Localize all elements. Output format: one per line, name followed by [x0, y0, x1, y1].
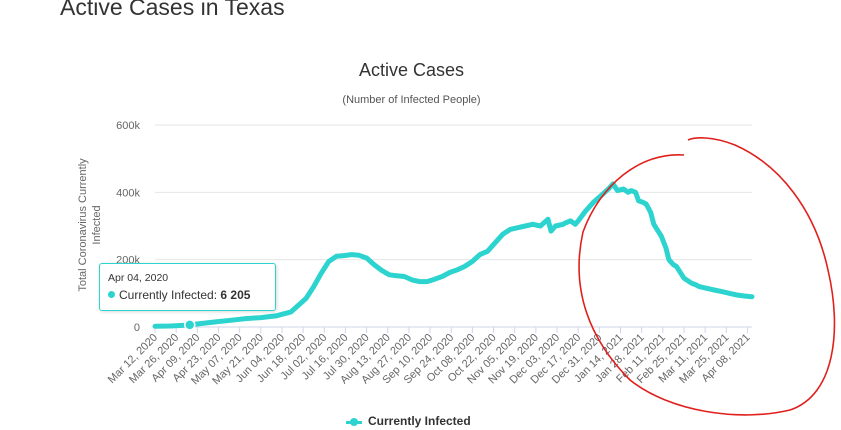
tooltip-series-name: Currently Infected — [119, 288, 214, 302]
series-line-currently-infected[interactable] — [152, 181, 755, 329]
y-axis-title: Total Coronavirus Currently Infected — [77, 158, 103, 292]
y-tick-label: 400k — [116, 187, 140, 199]
y-axis-title-line-1: Total Coronavirus Currently — [77, 158, 89, 292]
y-tick-label: 600k — [116, 120, 140, 132]
tooltip-date: Apr 04, 2020 — [108, 272, 169, 284]
hover-point-marker[interactable] — [184, 319, 196, 331]
hand-drawn-annotation-circle — [578, 137, 836, 416]
legend-item-currently-infected[interactable]: Currently Infected — [346, 414, 471, 428]
tooltip-value: 6 205 — [220, 288, 251, 302]
legend-label: Currently Infected — [368, 414, 471, 428]
chart-subtitle: (Number of Infected People) — [342, 94, 481, 106]
tooltip-row: Currently Infected: 6 205 — [108, 288, 250, 302]
tooltip: Apr 04, 2020 Currently Infected: 6 205 — [99, 263, 276, 311]
tooltip-series-dot — [108, 291, 115, 298]
chart-title: Active Cases — [358, 60, 465, 80]
y-axis-title-line-2: Infected — [91, 205, 103, 244]
y-tick-label: 0 — [134, 322, 140, 334]
page-heading: Active Cases in Texas — [60, 0, 285, 20]
legend-line-icon — [346, 417, 362, 426]
gridlines — [155, 124, 752, 261]
